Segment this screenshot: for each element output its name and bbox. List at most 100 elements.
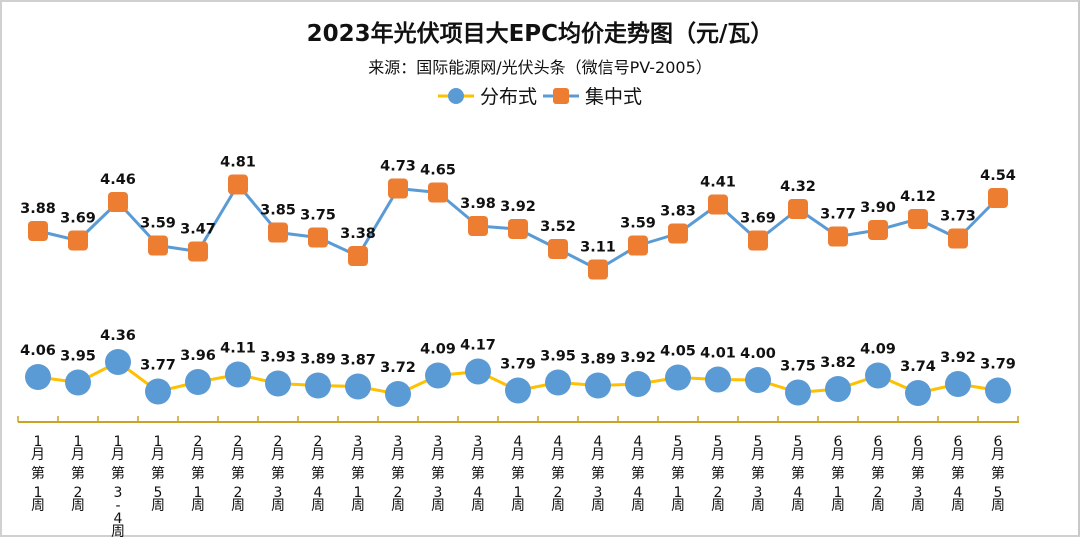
data-point-distributed xyxy=(665,364,691,391)
data-point-centralized xyxy=(148,235,168,256)
data-point-centralized xyxy=(908,209,928,229)
data-point-centralized xyxy=(508,219,528,239)
x-tick-label: 3 月第 2 周 xyxy=(391,434,405,514)
x-tick-label: 3 月第 4 周 xyxy=(471,434,485,514)
legend-circle-marker-icon xyxy=(437,87,474,104)
data-label-distributed: 4.36 xyxy=(100,328,136,344)
x-tick-label: 3 月第 3 周 xyxy=(431,434,445,514)
data-point-distributed xyxy=(865,362,891,389)
data-label-distributed: 3.74 xyxy=(900,359,936,375)
data-point-centralized xyxy=(308,227,328,248)
data-label-centralized: 3.69 xyxy=(740,211,776,227)
data-label-centralized: 4.41 xyxy=(700,175,736,191)
data-label-centralized: 3.38 xyxy=(340,226,376,242)
data-point-distributed xyxy=(625,371,651,397)
legend-item-centralized[interactable]: 集中式 xyxy=(543,82,642,109)
data-point-centralized xyxy=(188,241,208,262)
data-label-centralized: 3.59 xyxy=(620,216,656,232)
data-point-centralized xyxy=(748,230,768,251)
data-point-centralized xyxy=(348,246,368,266)
data-label-centralized: 3.47 xyxy=(180,222,216,238)
legend-label-distributed: 分布式 xyxy=(479,86,537,108)
data-label-distributed: 4.05 xyxy=(660,344,696,360)
data-point-distributed xyxy=(825,376,851,402)
data-point-centralized xyxy=(788,199,808,219)
data-label-distributed: 3.79 xyxy=(980,357,1016,373)
data-point-distributed xyxy=(185,369,211,395)
x-tick-label: 5 月第 4 周 xyxy=(791,434,805,514)
data-label-distributed: 4.01 xyxy=(700,346,736,362)
data-point-centralized xyxy=(68,230,88,251)
legend: 分布式 集中式 xyxy=(0,82,1080,109)
x-tick-label: 1 月第 1 周 xyxy=(31,434,45,514)
data-point-centralized xyxy=(108,192,128,212)
data-point-distributed xyxy=(465,358,491,385)
data-point-distributed xyxy=(225,361,251,388)
data-label-distributed: 4.06 xyxy=(20,343,56,359)
data-point-distributed xyxy=(745,367,771,393)
x-tick-label: 3 月第 1 周 xyxy=(351,434,365,514)
data-point-distributed xyxy=(105,349,131,375)
x-tick-label: 4 月第 1 周 xyxy=(511,434,525,514)
data-point-centralized xyxy=(828,226,848,247)
data-label-centralized: 4.12 xyxy=(900,189,936,205)
data-label-distributed: 3.89 xyxy=(580,352,616,368)
data-label-distributed: 4.17 xyxy=(460,338,496,354)
data-label-centralized: 3.59 xyxy=(140,216,176,232)
data-label-centralized: 3.52 xyxy=(540,219,576,235)
data-label-distributed: 3.93 xyxy=(260,350,296,366)
x-tick-label: 1 月第 2 周 xyxy=(71,434,85,514)
data-label-distributed: 3.72 xyxy=(380,360,416,376)
data-label-centralized: 3.98 xyxy=(460,196,496,212)
data-point-centralized xyxy=(228,174,248,195)
data-point-distributed xyxy=(785,379,811,406)
data-point-distributed xyxy=(345,373,371,400)
data-point-centralized xyxy=(28,221,48,241)
legend-label-centralized: 集中式 xyxy=(585,86,643,108)
data-point-centralized xyxy=(948,228,968,249)
x-tick-label: 2 月第 2 周 xyxy=(231,434,245,514)
data-label-centralized: 4.32 xyxy=(780,179,816,195)
data-point-centralized xyxy=(868,220,888,240)
data-label-centralized: 4.54 xyxy=(980,168,1016,184)
data-point-distributed xyxy=(505,377,531,404)
data-point-centralized xyxy=(628,235,648,256)
data-point-distributed xyxy=(425,362,451,389)
data-point-distributed xyxy=(145,378,171,405)
data-label-centralized: 3.73 xyxy=(940,209,976,225)
legend-item-distributed[interactable]: 分布式 xyxy=(437,82,537,109)
data-point-centralized xyxy=(468,216,488,236)
data-point-distributed xyxy=(905,380,931,406)
data-label-distributed: 4.09 xyxy=(420,342,456,358)
data-point-centralized xyxy=(268,222,288,243)
data-label-distributed: 4.09 xyxy=(860,342,896,358)
data-label-distributed: 3.87 xyxy=(340,353,376,369)
x-tick-label: 2 月第 1 周 xyxy=(191,434,205,514)
x-tick-label: 1 月第 5 周 xyxy=(151,434,165,514)
data-label-distributed: 3.79 xyxy=(500,357,536,373)
data-label-centralized: 4.46 xyxy=(100,172,136,188)
data-label-distributed: 3.77 xyxy=(140,358,176,374)
data-label-distributed: 3.92 xyxy=(620,350,656,366)
data-point-centralized xyxy=(708,194,728,215)
data-label-centralized: 3.83 xyxy=(660,204,696,220)
x-tick-label: 5 月第 2 周 xyxy=(711,434,725,514)
data-point-distributed xyxy=(385,381,411,407)
x-tick-label: 4 月第 2 周 xyxy=(551,434,565,514)
data-label-centralized: 3.88 xyxy=(20,201,56,217)
data-point-distributed xyxy=(705,366,731,393)
data-label-distributed: 3.92 xyxy=(940,350,976,366)
data-point-centralized xyxy=(988,188,1008,208)
data-point-distributed xyxy=(985,377,1011,404)
x-tick-label: 6 月第 2 周 xyxy=(871,434,885,514)
data-label-distributed: 3.89 xyxy=(300,352,336,368)
data-point-centralized xyxy=(588,259,608,280)
data-point-distributed xyxy=(265,370,291,397)
data-point-distributed xyxy=(65,369,91,396)
x-tick-label: 6 月第 4 周 xyxy=(951,434,965,514)
data-label-distributed: 3.75 xyxy=(780,359,816,375)
data-label-distributed: 4.00 xyxy=(740,346,776,362)
chart-subtitle: 来源：国际能源网/光伏头条（微信号PV-2005） xyxy=(368,58,712,77)
